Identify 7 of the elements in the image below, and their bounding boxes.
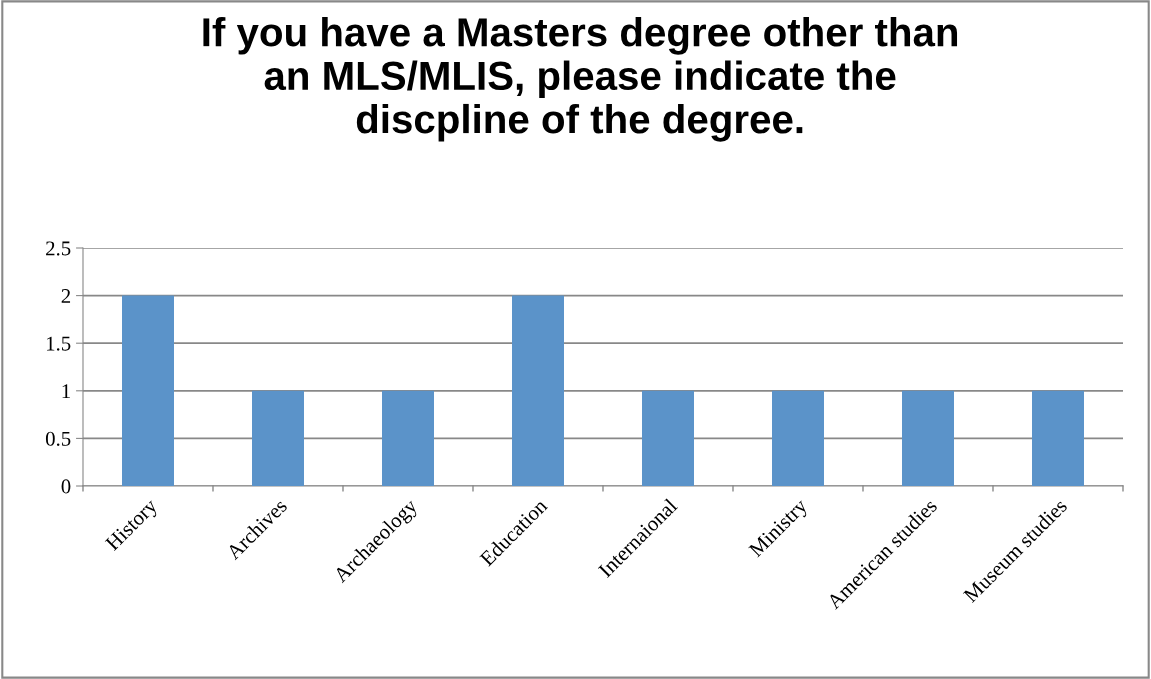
y-tick-label: 2.5 [46, 241, 71, 256]
y-tick-label: 0 [61, 479, 71, 494]
y-tick-label: 0.5 [45, 431, 71, 446]
y-tick-label: 1.5 [46, 336, 71, 351]
chart-title: If you have a Masters degree other than an MLS/MLIS, please indicate the discpline of the degree. [203, 16, 958, 142]
y-tick-label: 2 [61, 289, 71, 303]
y-tick-label: 1 [62, 384, 70, 399]
